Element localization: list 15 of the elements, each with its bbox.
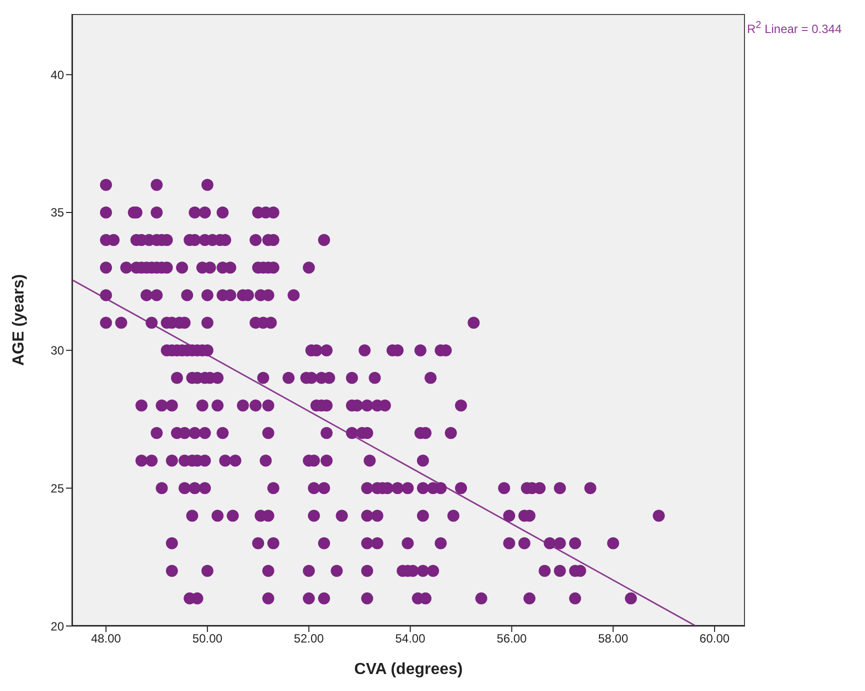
x-tick-label: 54.00 — [395, 632, 426, 646]
text: R$^{2}$ Linear = 0.344 — [747, 20, 842, 36]
y-tick-label: 20 — [50, 619, 64, 634]
x-tick-label: 56.00 — [496, 632, 528, 646]
y-tick-label: 30 — [50, 344, 64, 358]
x-tick-label: 60.00 — [700, 632, 730, 646]
y-axis-title: AGE (years) — [10, 274, 28, 366]
x-tick-label: 50.00 — [192, 632, 223, 646]
x-tick-label: 48.00 — [90, 632, 122, 646]
y-tick-label: 35 — [50, 206, 64, 220]
x-axis-title: CVA (degrees) — [354, 661, 463, 678]
x-tick-label: 52.00 — [294, 632, 324, 646]
x-tick-label: 58.00 — [598, 632, 628, 646]
y-tick-label: 40 — [50, 68, 64, 82]
y-tick-label: 25 — [50, 481, 64, 496]
